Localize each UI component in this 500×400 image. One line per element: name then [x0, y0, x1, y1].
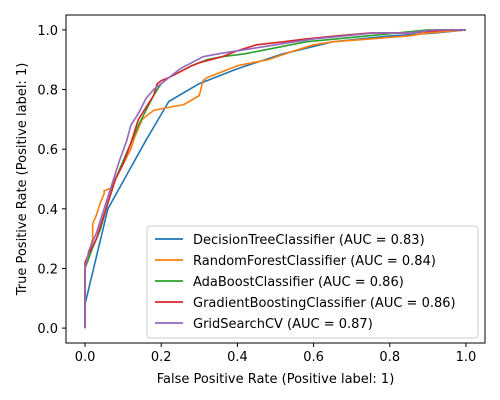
roc-curve-series-1 [84, 29, 467, 329]
legend-label: GradientBoostingClassifier (AUC = 0.86) [193, 296, 456, 311]
x-tick-label: 0.4 [227, 350, 248, 365]
x-axis-ticks: 0.0 0.2 0.4 0.6 0.8 1.0 [75, 343, 477, 365]
roc-curves [84, 29, 467, 329]
legend: DecisionTreeClassifier (AUC = 0.83) Rando… [146, 225, 479, 339]
y-tick-label: 0.6 [37, 143, 58, 158]
legend-items: DecisionTreeClassifier (AUC = 0.83) Rando… [155, 233, 456, 332]
x-tick-label: 0.6 [303, 350, 324, 365]
legend-label: GridSearchCV (AUC = 0.87) [193, 317, 373, 332]
x-tick-label: 0.8 [379, 350, 400, 365]
y-axis-label: True Positive Rate (Positive label: 1) [15, 63, 30, 297]
y-tick-label: 1.0 [37, 24, 58, 39]
y-tick-label: 0.8 [37, 84, 58, 99]
legend-label: DecisionTreeClassifier (AUC = 0.83) [193, 233, 425, 248]
x-tick-label: 0.0 [75, 350, 96, 365]
x-tick-label: 0.2 [151, 350, 172, 365]
legend-box [146, 225, 479, 339]
roc-curve-series-2 [84, 29, 467, 329]
y-tick-label: 0.0 [37, 322, 58, 337]
plot-frame [65, 14, 486, 344]
legend-label: AdaBoostClassifier (AUC = 0.86) [193, 275, 404, 290]
x-tick-label: 1.0 [456, 350, 477, 365]
legend-label: RandomForestClassifier (AUC = 0.84) [193, 254, 436, 269]
y-tick-label: 0.4 [37, 203, 58, 218]
roc-curve-series-5 [84, 29, 466, 329]
y-axis-ticks: 0.0 0.2 0.4 0.6 0.8 1.0 [37, 24, 66, 337]
y-tick-label: 0.2 [37, 262, 58, 277]
x-axis-label: False Positive Rate (Positive label: 1) [157, 372, 395, 387]
